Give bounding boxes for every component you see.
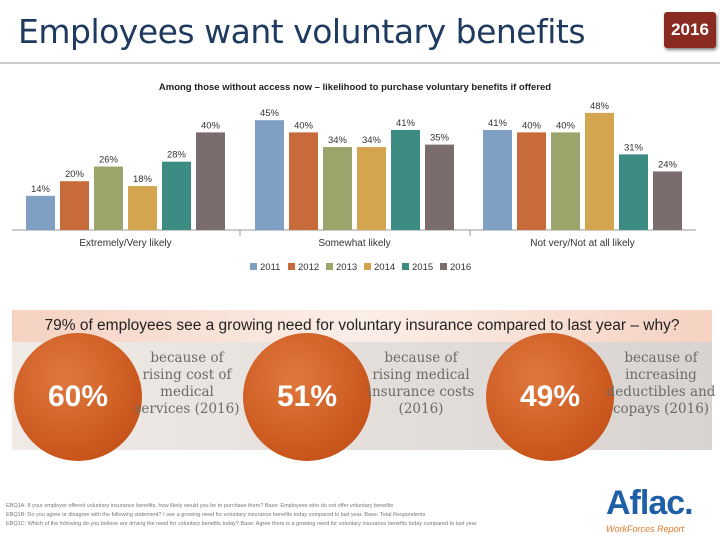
bar xyxy=(425,144,454,230)
footnotes: EBQ1A: If your employer offered voluntar… xyxy=(6,502,566,529)
data-label: 40% xyxy=(294,120,314,131)
data-label: 26% xyxy=(99,155,119,166)
data-label: 18% xyxy=(133,174,153,185)
data-label: 31% xyxy=(624,142,644,153)
legend-label: 2015 xyxy=(412,262,433,273)
aflac-logo: Aflac. WorkForces Report xyxy=(606,484,694,534)
bar xyxy=(162,161,191,230)
legend-label: 2016 xyxy=(450,262,471,273)
bar xyxy=(483,129,512,230)
percent-value: 51% xyxy=(276,380,338,413)
data-label: 24% xyxy=(658,159,678,170)
data-label: 40% xyxy=(556,120,576,131)
legend-swatch xyxy=(440,263,447,270)
data-label: 20% xyxy=(65,169,85,180)
legend-label: 2013 xyxy=(336,262,357,273)
page-title: Employees want voluntary benefits xyxy=(18,12,586,51)
percent-circle-1: 60% xyxy=(14,333,142,461)
year-badge: 2016 xyxy=(664,12,716,48)
legend-label: 2014 xyxy=(374,262,395,273)
bar xyxy=(128,186,157,230)
data-label: 41% xyxy=(488,118,508,129)
legend-swatch xyxy=(364,263,371,270)
legend-label: 2012 xyxy=(298,262,319,273)
category-label: Not very/Not at all likely xyxy=(530,238,634,249)
reason-text-3: because of increasing deductibles and co… xyxy=(606,350,716,417)
reason-text-2: because of rising medical insurance cost… xyxy=(367,350,475,417)
insight-banner: 79% of employees see a growing need for … xyxy=(12,310,712,342)
footnote: EBQ1A: If your employer offered voluntar… xyxy=(6,503,394,509)
data-label: 41% xyxy=(396,118,416,129)
legend-swatch xyxy=(288,263,295,270)
data-label: 45% xyxy=(260,108,280,119)
data-label: 34% xyxy=(328,135,348,146)
data-label: 14% xyxy=(31,184,51,195)
category-label: Somewhat likely xyxy=(318,238,390,249)
bar xyxy=(357,147,386,230)
data-label: 40% xyxy=(201,120,221,131)
bar xyxy=(26,195,55,230)
legend-label: 2011 xyxy=(260,262,280,273)
legend-swatch xyxy=(326,263,333,270)
percent-circle-3: 49% xyxy=(486,333,614,461)
bar xyxy=(196,132,225,230)
reason-text-1: because of rising cost of medical servic… xyxy=(134,350,240,417)
bar xyxy=(551,132,580,230)
footnote: EBQ1C: Which of the following do you bel… xyxy=(6,521,477,527)
bar xyxy=(585,112,614,230)
bar xyxy=(323,147,352,230)
logo-subtitle: WorkForces Report xyxy=(606,524,685,534)
bar xyxy=(619,154,648,230)
data-label: 40% xyxy=(522,120,542,131)
footnote: EBQ1B: Do you agree or disagree with the… xyxy=(6,512,426,518)
bar xyxy=(60,181,89,230)
percent-value: 60% xyxy=(47,380,109,413)
header-divider xyxy=(0,62,720,64)
bar xyxy=(94,166,123,230)
insight-banner-text: 79% of employees see a growing need for … xyxy=(44,317,680,334)
bar xyxy=(653,171,682,230)
bar xyxy=(391,129,420,230)
data-label: 35% xyxy=(430,133,450,144)
logo-wordmark: Aflac. xyxy=(606,484,694,522)
bar xyxy=(289,132,318,230)
bar xyxy=(255,120,284,230)
data-label: 48% xyxy=(590,101,610,112)
bar xyxy=(517,132,546,230)
chart-title: Among those without access now – likelih… xyxy=(159,82,551,93)
percent-value: 49% xyxy=(519,380,581,413)
chart-legend: 2011 2012 2013 2014 2015 2016 xyxy=(250,262,471,273)
data-label: 28% xyxy=(167,150,187,161)
category-label: Extremely/Very likely xyxy=(79,238,171,249)
data-label: 34% xyxy=(362,135,382,146)
percent-circle-2: 51% xyxy=(243,333,371,461)
plot-area: 14% 20% 26% 18% 28% 40% Extremely/Very likely 4… xyxy=(12,101,696,249)
legend-swatch xyxy=(250,263,257,270)
legend-swatch xyxy=(402,263,409,270)
bar-chart: Among those without access now – likelih… xyxy=(12,82,696,273)
